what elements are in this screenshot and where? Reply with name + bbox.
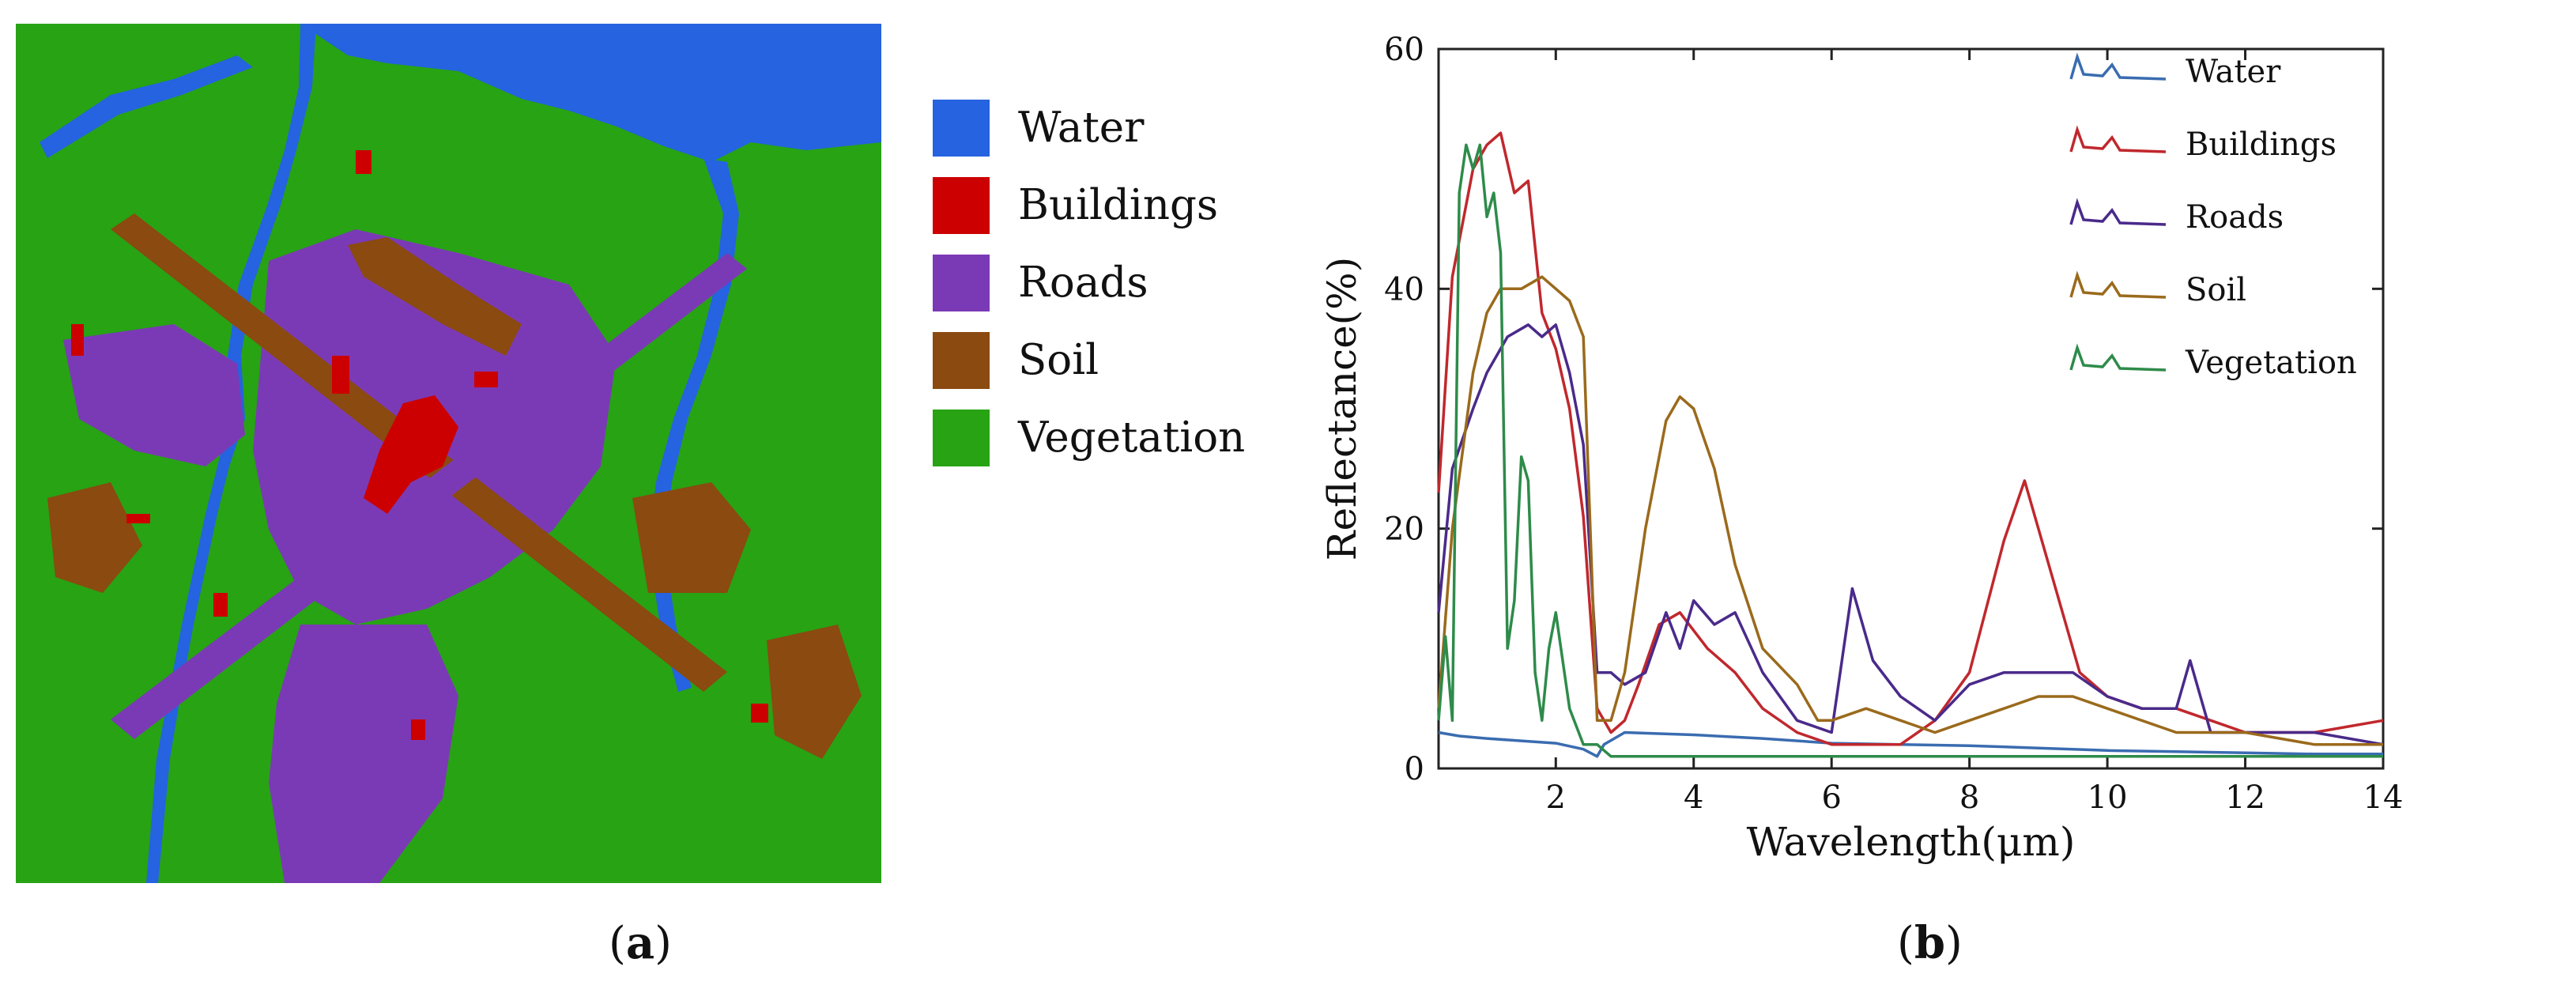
building-block xyxy=(751,704,768,723)
chart-legend-item-vegetation: Vegetation xyxy=(2069,343,2357,381)
chart-legend-item-roads: Roads xyxy=(2069,198,2284,236)
y-tick-label: 20 xyxy=(1384,511,1424,548)
series-lines xyxy=(1437,131,2384,758)
legend-swatch-roads xyxy=(933,255,990,311)
chart-legend-line xyxy=(2069,198,2167,226)
legend-swatch-soil xyxy=(933,332,990,389)
y-axis-title: Reflectance(%) xyxy=(1319,257,1365,561)
panel-label-a: (a) xyxy=(609,917,673,969)
chart-legend-item-soil: Soil xyxy=(2069,270,2246,308)
roads-area-west xyxy=(63,324,245,466)
chart-legend-line xyxy=(2069,343,2167,372)
soil-patch-west xyxy=(47,482,142,593)
building-block xyxy=(213,593,228,617)
y-tick-label: 60 xyxy=(1384,32,1424,68)
legend-swatch-water xyxy=(933,100,990,157)
buildings-area xyxy=(364,395,458,514)
legend-label-vegetation: Vegetation xyxy=(1018,413,1246,462)
series-line-water xyxy=(1438,730,2383,758)
x-axis-title: Wavelength(μm) xyxy=(1747,819,2076,865)
classification-map xyxy=(16,24,881,883)
plot-frame xyxy=(1437,47,2385,770)
x-tick-label: 2 xyxy=(1546,779,1566,816)
legend-item-water: Water xyxy=(933,96,1296,160)
water-area xyxy=(300,24,881,162)
runway-diagonal-2 xyxy=(111,253,747,739)
chart-legend-line xyxy=(2069,52,2167,81)
y-tick-label: 40 xyxy=(1384,271,1424,308)
legend-item-roads: Roads xyxy=(933,251,1296,315)
legend-label-water: Water xyxy=(1018,104,1145,152)
soil-patch-east xyxy=(632,482,751,593)
legend-label-buildings: Buildings xyxy=(1018,181,1219,229)
x-tick-label: 10 xyxy=(2088,779,2128,816)
panel-label-b-letter: b xyxy=(1914,917,1946,969)
soil-patch xyxy=(348,237,522,356)
x-tick-label: 4 xyxy=(1684,779,1703,816)
building-block xyxy=(411,719,425,740)
legend-item-vegetation: Vegetation xyxy=(933,406,1296,470)
river-west xyxy=(40,55,253,158)
building-block xyxy=(356,150,372,174)
building-block xyxy=(332,356,349,394)
chart-legend-label: Vegetation xyxy=(2185,345,2357,381)
building-block xyxy=(126,514,150,523)
chart-legend-item-buildings: Buildings xyxy=(2069,125,2337,163)
plot-area-border xyxy=(1437,47,2385,770)
x-tick-label: 14 xyxy=(2363,779,2404,816)
x-tick-label: 12 xyxy=(2225,779,2265,816)
reflectance-chart: 0 20 40 60 2 4 6 8 10 12 14 Water Buildings Roads Soi… xyxy=(1319,32,2403,865)
building-block xyxy=(474,372,498,387)
river xyxy=(146,24,316,883)
series-line-soil xyxy=(1437,275,2383,746)
legend-swatch-vegetation xyxy=(933,410,990,466)
legend-item-soil: Soil xyxy=(933,329,1296,392)
series-line-vegetation xyxy=(1437,143,2383,758)
legend-item-buildings: Buildings xyxy=(933,174,1296,237)
chart-legend-line xyxy=(2069,125,2167,153)
series-line-roads xyxy=(1437,323,2384,746)
chart-legend-line xyxy=(2069,270,2167,299)
y-tick-label: 0 xyxy=(1405,751,1424,787)
legend-label-soil: Soil xyxy=(1018,336,1099,384)
axis-ticks: 0 20 40 60 2 4 6 8 10 12 14 xyxy=(1384,32,2403,816)
roads-area-south xyxy=(269,625,458,883)
soil-patch-southeast xyxy=(767,625,862,759)
chart-legend-label: Buildings xyxy=(2186,126,2337,163)
panel-label-a-letter: a xyxy=(625,917,655,969)
x-tick-label: 6 xyxy=(1821,779,1841,816)
chart-legend: Water Buildings Roads Soil Vegetation xyxy=(2069,52,2357,381)
legend-label-roads: Roads xyxy=(1018,259,1148,307)
chart-legend-item-water: Water xyxy=(2069,52,2281,90)
chart-legend-label: Soil xyxy=(2186,272,2246,308)
panel-label-b: (b) xyxy=(1897,917,1963,969)
legend-swatch-buildings xyxy=(933,177,990,234)
chart-legend-label: Roads xyxy=(2186,199,2284,236)
chart-legend-label: Water xyxy=(2186,54,2281,90)
land-cover-map-image xyxy=(16,24,881,883)
building-block xyxy=(71,324,84,356)
x-tick-label: 8 xyxy=(1959,779,1979,816)
